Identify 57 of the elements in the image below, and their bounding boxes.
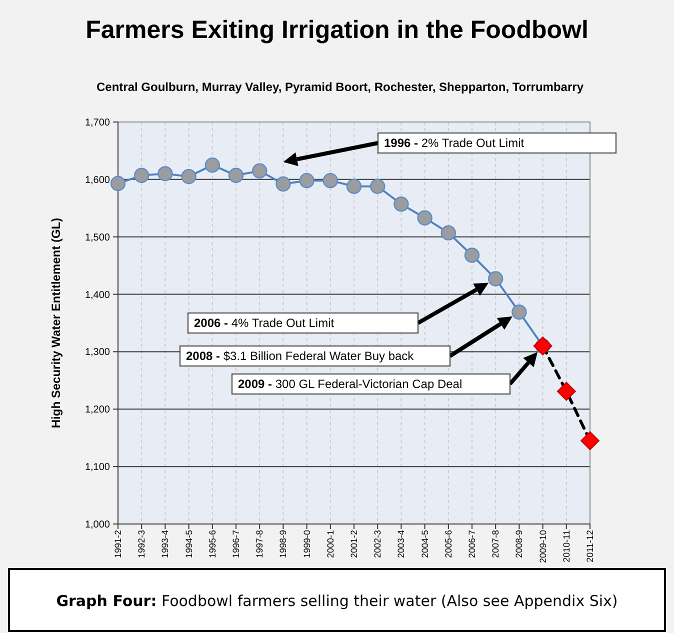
y-tick-label: 1,300	[84, 347, 110, 358]
x-tick-label: 1994-5	[184, 530, 194, 558]
x-tick-label: 2007-8	[490, 530, 501, 558]
point	[204, 157, 220, 173]
annotation: 2009 - 300 GL Federal-Victorian Cap Deal	[238, 377, 462, 392]
chart-title: Farmers Exiting Irrigation in the Foodbowl	[86, 16, 588, 44]
point	[512, 304, 527, 320]
point	[440, 225, 456, 240]
x-tick-label: 1996-7	[231, 530, 241, 558]
x-tick-label: 2000-1	[325, 530, 336, 558]
x-tick-label: 2010-11	[561, 530, 572, 562]
point	[464, 248, 480, 263]
point	[580, 431, 600, 450]
x-tick-label: 1992-3	[136, 530, 147, 558]
x-tick-label: 2009-10	[538, 530, 548, 564]
point	[556, 382, 576, 401]
y-tick-label: 1,700	[84, 118, 110, 128]
point	[158, 166, 173, 182]
annotation: 2006 - 4% Trade Out Limit	[194, 316, 335, 330]
x-tick-label: 1998-9	[278, 530, 288, 558]
point	[276, 176, 291, 192]
point	[181, 168, 196, 184]
y-tick-label: 1,500	[84, 232, 110, 244]
x-tick-label: 2002-3	[372, 530, 383, 558]
x-tick-label: 2001-2	[349, 530, 359, 558]
x-tick-label: 1997-8	[254, 530, 265, 558]
x-tick-label: 2004-5	[420, 530, 430, 558]
y-tick-label: 1,600	[84, 174, 110, 186]
point	[299, 172, 314, 188]
text: Graph Four: Foodbowl farmers selling their water (Also see Appendix Six)	[56, 592, 618, 610]
point	[252, 163, 268, 178]
x-tick-label: 1999-0	[302, 530, 312, 558]
chart-subtitle: Central Goulburn, Murray Valley, Pyramid Boort, Rochester, Shepparton, Torrumbarry	[96, 80, 584, 94]
x-tick-label: 2008-9	[514, 530, 524, 558]
point	[370, 178, 386, 194]
y-tick-label: 1,100	[84, 462, 110, 474]
point	[322, 172, 338, 188]
annotation: 2008 - $3.1 Billion Federal Water Buy back	[186, 349, 415, 364]
y-tick-label: 1,200	[84, 404, 110, 416]
point	[228, 168, 244, 184]
point	[134, 168, 150, 184]
x-tick-label: 1995-6	[207, 530, 218, 558]
y-axis-title: High Security Water Entitlement (GL)	[49, 218, 63, 428]
x-tick-label: 2006-7	[467, 530, 477, 558]
x-tick-label: 1991-2	[113, 530, 123, 558]
x-tick-label: 2003-4	[396, 530, 406, 558]
x-tick-label: 2011-12	[585, 530, 595, 562]
y-tick-label: 1,400	[84, 290, 110, 301]
x-tick-label: 2005-6	[443, 530, 454, 558]
point	[110, 176, 126, 192]
y-tick-label: 1,000	[84, 520, 110, 530]
annotation: 1996 - 2% Trade Out Limit	[384, 136, 525, 150]
point	[346, 178, 362, 194]
point	[417, 210, 432, 226]
point	[488, 271, 504, 286]
x-tick-label: 1993-4	[160, 530, 170, 558]
point	[394, 196, 409, 212]
